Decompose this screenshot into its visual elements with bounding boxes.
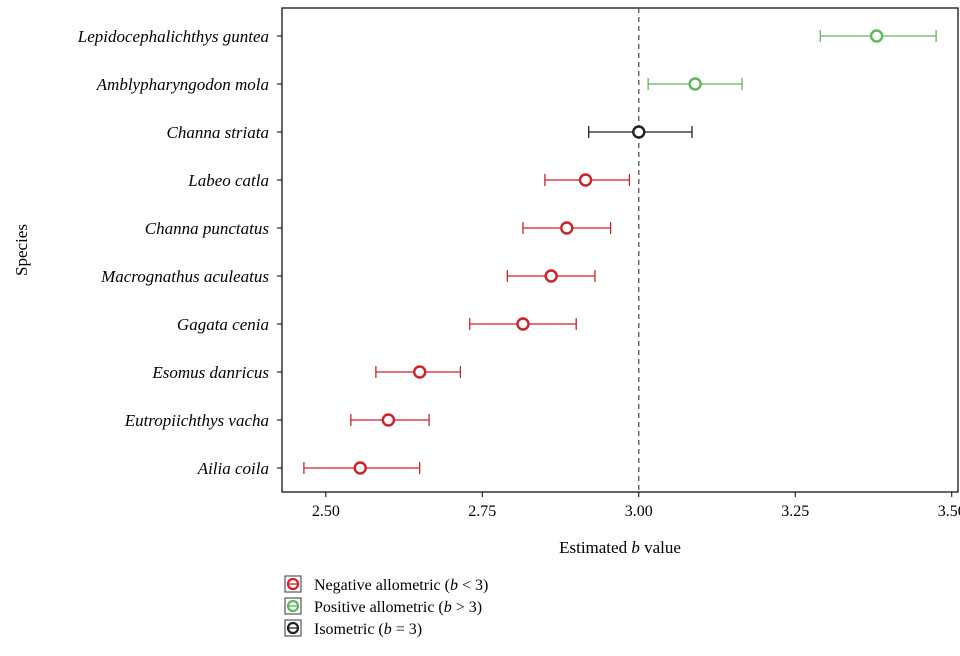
legend-label: Negative allometric (b < 3) [314,577,488,594]
point-estimate [632,125,646,139]
point-estimate [560,221,574,235]
species-label: Labeo catla [187,171,269,190]
point-estimate [516,317,530,331]
x-tick-label: 2.50 [312,503,340,520]
legend-label: Isometric (b = 3) [314,621,422,638]
point-estimate [353,461,367,475]
species-label: Ailia coila [197,459,269,478]
point-estimate [413,365,427,379]
point-estimate [869,29,884,43]
point-estimate [544,269,558,283]
x-tick-label: 3.00 [625,503,653,520]
species-label: Amblypharyngodon mola [96,75,269,94]
x-tick-label: 3.50 [938,503,960,520]
x-axis-title: Estimated b value [559,538,681,557]
x-tick-label: 3.25 [781,503,809,520]
plot-frame [281,7,959,493]
species-label: Esomus danricus [151,363,269,382]
point-estimate [688,77,702,91]
species-label: Lepidocephalichthys guntea [77,27,269,46]
legend-label: Positive allometric (b > 3) [314,599,482,616]
species-label: Channa punctatus [145,219,270,238]
x-tick-label: 2.75 [468,503,496,520]
species-label: Macrognathus aculeatus [100,267,269,286]
legend: Negative allometric (b < 3) Positive allo… [284,575,488,638]
point-estimate [578,173,593,187]
species-label: Eutropiichthys vacha [124,411,269,430]
species-label: Gagata cenia [177,315,269,334]
point-estimate [381,413,396,427]
y-axis-title: Species [12,224,31,276]
species-label: Channa striata [167,123,270,142]
